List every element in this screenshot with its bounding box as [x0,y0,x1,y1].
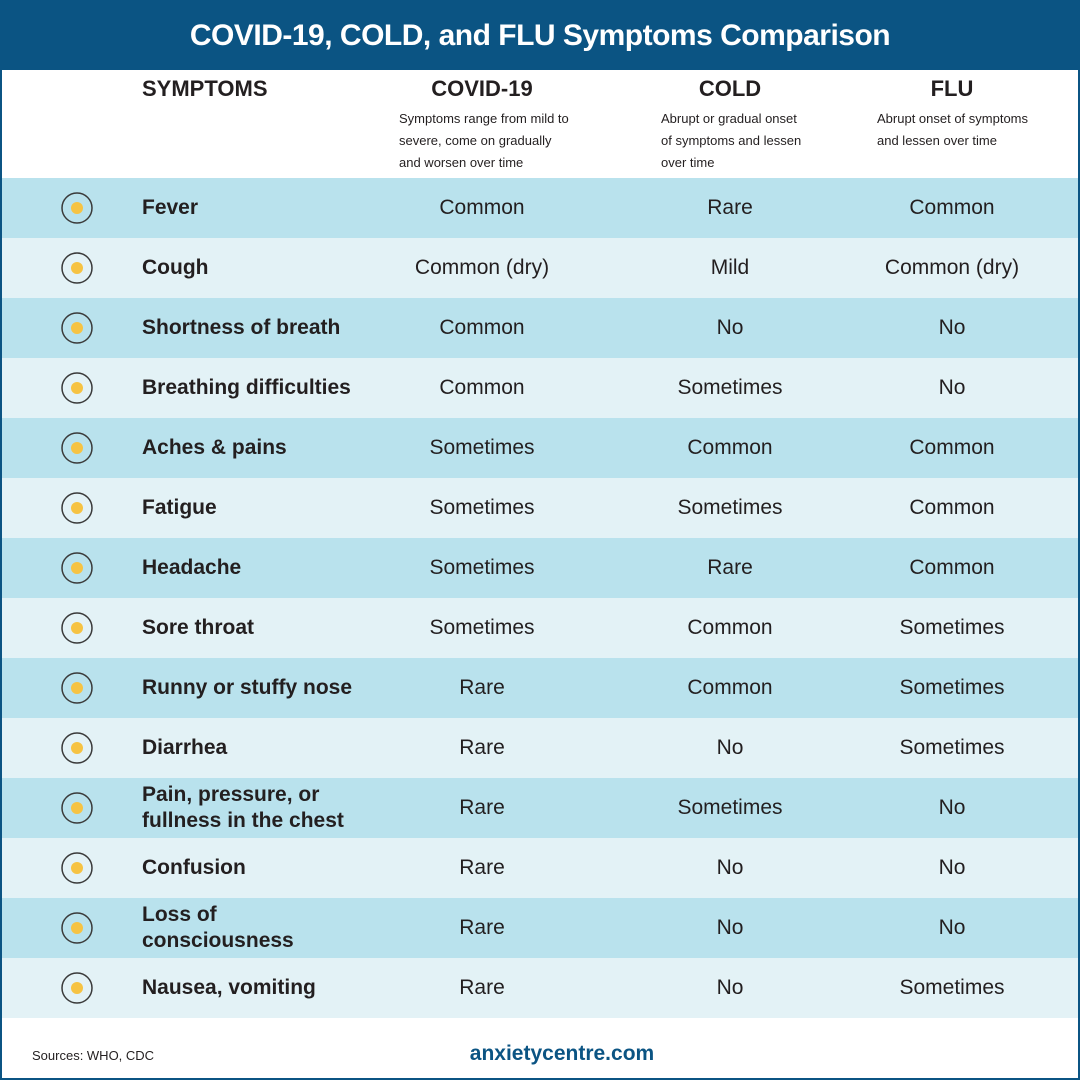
cell-value: Common [909,556,995,579]
cell-value: Sometimes [677,796,783,819]
cell-value: Rare [707,556,753,579]
table-row: Nausea, vomiting Rare No Sometimes [2,958,1078,1018]
title: COVID-19, COLD, and FLU Symptoms Compari… [2,2,1078,70]
cell-value: Sometimes [899,736,1005,759]
symptom: Runny or stuffy nose [142,676,353,699]
table-row: Shortness of breath Common No No [2,298,1078,358]
symptom-icon [61,552,93,584]
cell-value: Sometimes [677,496,783,519]
cell-value: No [716,736,744,759]
symptom: Fever [142,196,199,219]
symptom: Fatigue [142,496,217,519]
symptom: Nausea, vomiting [142,976,316,999]
column-description: Abrupt onset of symptoms and lessen over… [877,111,1029,148]
column-header: COLD [698,76,762,101]
table-row: Diarrhea Rare No Sometimes [2,718,1078,778]
cell-value: No [716,916,744,939]
symptom: Loss of consciousness [142,903,294,952]
cell-value: Rare [459,736,505,759]
cell-value: Common [687,676,773,699]
cell-value: Sometimes [677,376,783,399]
cell-value: No [716,976,744,999]
cell-value: Common [439,376,525,399]
cell-value: Rare [459,916,505,939]
cell-value: Common [439,316,525,339]
sources: Sources: WHO, CDC [32,1048,155,1063]
cell-value: Sometimes [429,496,535,519]
symptom-icon [61,612,93,644]
cell-value: No [938,916,966,939]
cell-value: Common [687,616,773,639]
table-row: Sore throat Sometimes Common Sometimes [2,598,1078,658]
cell-value: No [938,856,966,879]
column-description: Symptoms range from mild to severe, come… [399,111,569,170]
symptom-icon [61,432,93,464]
table-row: Cough Common (dry) Mild Common (dry) [2,238,1078,298]
table-row: Aches & pains Sometimes Common Common [2,418,1078,478]
symptom-icon [61,852,93,884]
cell-value: Common [909,436,995,459]
symptom-icon [61,792,93,824]
cell-value: Sometimes [429,616,535,639]
cell-value: Mild [710,256,750,279]
cell-value: Sometimes [899,676,1005,699]
symptom: Aches & pains [142,436,287,459]
table-row: Fatigue Sometimes Sometimes Common [2,478,1078,538]
cell-value: No [938,796,966,819]
symptom-icon [61,912,93,944]
table-row: Breathing difficulties Common Sometimes No [2,358,1078,418]
symptom-icon [61,492,93,524]
column-header: SYMPTOMS [142,76,268,101]
cell-value: Sometimes [429,556,535,579]
symptom: Shortness of breath [142,316,341,339]
cell-value: Rare [459,856,505,879]
symptom-icon [61,732,93,764]
table-row: Pain, pressure, or fullness in the chest… [2,778,1078,838]
table-row: Fever Common Rare Common [2,178,1078,238]
column-description: Abrupt or gradual onset of symptoms and … [661,111,802,170]
cell-value: Rare [459,796,505,819]
table-row: Runny or stuffy nose Rare Common Sometimes [2,658,1078,718]
symptom: Sore throat [142,616,255,639]
cell-value: Common [439,196,525,219]
table-row: Confusion Rare No No [2,838,1078,898]
table-row: Loss of consciousness Rare No No [2,898,1078,958]
cell-value: Common (dry) [414,256,550,279]
symptom: Pain, pressure, or fullness in the chest [142,783,344,832]
cell-value: Common [909,196,995,219]
cell-value: No [716,316,744,339]
table-row: Headache Sometimes Rare Common [2,538,1078,598]
cell-value: Common [909,496,995,519]
symptom: Headache [142,556,242,579]
cell-value: Common [687,436,773,459]
symptom: Breathing difficulties [142,376,351,399]
symptom-icon [61,972,93,1004]
symptom: Confusion [142,856,246,879]
cell-value: Sometimes [429,436,535,459]
column-header: FLU [930,76,974,101]
cell-value: Sometimes [899,976,1005,999]
symptom-icon [61,192,93,224]
symptom: Diarrhea [142,736,228,759]
column-header: COVID-19 [431,76,533,101]
logo: anxietycentre.com [469,1042,655,1065]
cell-value: Rare [459,676,505,699]
cell-value: No [938,316,966,339]
symptom: Cough [142,256,209,279]
cell-value: Common (dry) [884,256,1020,279]
symptom-icon [61,312,93,344]
cell-value: Sometimes [899,616,1005,639]
symptom-icon [61,372,93,404]
cell-value: No [938,376,966,399]
cell-value: Rare [707,196,753,219]
symptom-icon [61,672,93,704]
cell-value: Rare [459,976,505,999]
symptom-icon [61,252,93,284]
cell-value: No [716,856,744,879]
